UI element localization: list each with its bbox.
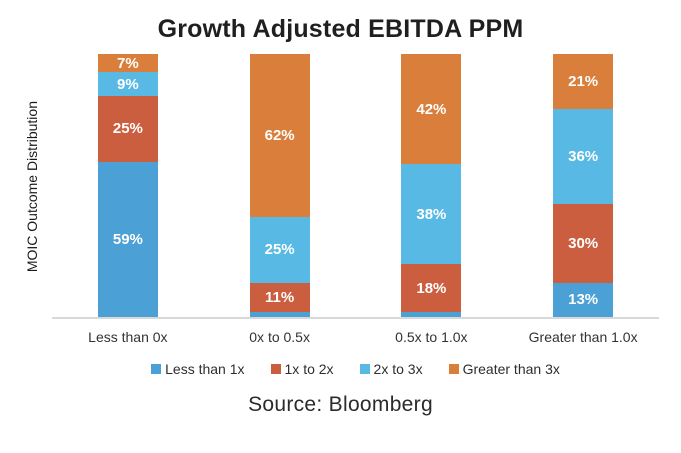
segment-value-label: 7%: [117, 54, 139, 72]
bar-segment: 21%: [553, 54, 614, 110]
segment-value-label: 25%: [264, 241, 295, 259]
bar-segment: 25%: [249, 217, 310, 283]
source-text: Source: Bloomberg: [248, 393, 433, 416]
bar-column: 13% 30% 36% 21%: [507, 54, 659, 317]
stacked-bar: 18% 38% 42%: [401, 54, 462, 317]
legend-item: Less than 1x: [151, 361, 245, 377]
bar-segment: 18%: [401, 264, 462, 312]
segment-value-label: 42%: [416, 100, 447, 118]
stacked-bar: 13% 30% 36% 21%: [553, 54, 614, 317]
y-axis-title: MOIC Outcome Distribution: [24, 100, 40, 273]
stacked-bar: 11% 25% 62%: [249, 54, 310, 317]
segment-value-label: 25%: [112, 120, 143, 138]
chart-title: Growth Adjusted EBITDA PPM: [157, 15, 524, 43]
segment-value-label: 11%: [265, 288, 295, 306]
legend-swatch-icon: [151, 364, 162, 374]
segment-value-label: 9%: [117, 75, 139, 93]
legend-swatch-icon: [359, 364, 370, 374]
bar-segment: 25%: [97, 96, 158, 162]
legend: Less than 1x 1x to 2x 2x to 3x Greater than…: [0, 361, 681, 377]
segment-value-label: 62%: [264, 127, 295, 145]
segment-value-label: 21%: [568, 73, 599, 91]
stacked-bar: 59% 25% 9% 7%: [97, 54, 158, 317]
chart-area: MOIC Outcome Distribution 59% 25% 9% 7% 11% 2…: [0, 54, 681, 345]
bar-segment: [401, 311, 462, 317]
x-axis-category-label: 0.5x to 1.0x: [395, 329, 468, 345]
bar-column: 59% 25% 9% 7%: [52, 54, 204, 317]
legend-item: Greater than 3x: [448, 361, 560, 377]
x-axis-category-label: 0x to 0.5x: [249, 329, 310, 345]
bar-segment: 11%: [249, 282, 310, 312]
chart-main: 59% 25% 9% 7% 11% 25% 62% 18% 38% 42% 13% 30% 36% 21%…: [52, 54, 659, 345]
legend-label: Greater than 3x: [462, 361, 560, 377]
legend-item: 1x to 2x: [270, 361, 334, 377]
segment-value-label: 36%: [568, 148, 599, 166]
legend-label: 1x to 2x: [284, 361, 334, 377]
legend-swatch-icon: [270, 364, 281, 374]
plot-area: 59% 25% 9% 7% 11% 25% 62% 18% 38% 42% 13% 30% 36% 21%: [52, 54, 659, 319]
bar-segment: 42%: [401, 54, 462, 165]
legend-label: 2x to 3x: [373, 361, 423, 377]
bar-segment: 38%: [401, 164, 462, 265]
segment-value-label: 30%: [568, 234, 599, 252]
segment-value-label: 18%: [416, 279, 447, 297]
x-axis-labels: Less than 0x 0x to 0.5x 0.5x to 1.0x Greate…: [52, 319, 659, 345]
segment-value-label: 38%: [416, 205, 447, 223]
bar-segment: 30%: [553, 203, 614, 283]
bar-segment: 59%: [97, 161, 158, 317]
bar-segment: 9%: [97, 72, 158, 97]
bar-segment: [249, 311, 310, 317]
bar-column: 18% 38% 42%: [356, 54, 508, 317]
segment-value-label: 59%: [112, 230, 143, 248]
segment-value-label: 13%: [568, 291, 599, 309]
x-axis-category-label: Greater than 1.0x: [528, 329, 638, 345]
y-axis: MOIC Outcome Distribution: [12, 54, 52, 319]
bar-segment: 13%: [553, 282, 614, 317]
legend-swatch-icon: [448, 364, 459, 374]
bar-segment: 62%: [249, 54, 310, 218]
bar-segment: 7%: [97, 54, 158, 73]
x-axis-category-label: Less than 0x: [88, 329, 168, 345]
legend-item: 2x to 3x: [359, 361, 423, 377]
legend-label: Less than 1x: [165, 361, 245, 377]
bar-segment: 36%: [553, 109, 614, 204]
bar-column: 11% 25% 62%: [204, 54, 356, 317]
